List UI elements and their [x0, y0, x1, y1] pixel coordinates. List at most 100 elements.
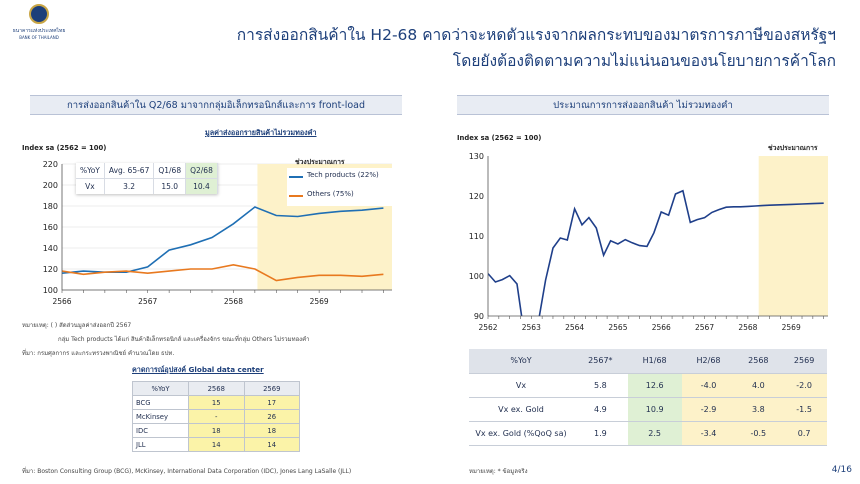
gdc-table: %YoY 2568 2569 BCG 15 17 McKinsey - 26 I… [132, 381, 300, 452]
left-source: ที่มา: กรมศุลกากร และกระทรวงพาณิชย์ คำนว… [22, 350, 175, 357]
table-row: Vx ex. Gold (%QoQ sa) 1.9 2.5 -3.4 -0.5 … [469, 421, 827, 446]
forecast-cell: -1.5 [781, 397, 827, 422]
forecast-row-label: Vx [469, 373, 573, 398]
forecast-table: %YoY 2567* H1/68 H2/68 2568 2569 Vx 5.8 … [469, 349, 827, 446]
forecast-cell: 0.7 [781, 421, 827, 446]
forecast-cell: 2.5 [627, 421, 682, 446]
x-tick-label: 2566 [52, 297, 71, 306]
vx-cell: Vx [76, 178, 105, 194]
gdc-header: %YoY [132, 381, 189, 396]
x-tick-label: 2562 [478, 323, 497, 332]
gdc-cell: 26 [243, 409, 300, 424]
x-tick-label: 2568 [738, 323, 757, 332]
gdc-cell: 17 [243, 395, 300, 410]
right-note: หมายเหตุ: * ข้อมูลจริง [469, 468, 528, 475]
y-tick-label: 180 [43, 202, 58, 211]
gdc-header: 2568 [188, 381, 245, 396]
right-chart-lines [488, 189, 824, 316]
legend-label-tech: Tech products (22%) [307, 171, 379, 179]
page-title-line1: การส่งออกสินค้าใน H2-68 คาดว่าจะหดตัวแรง… [236, 26, 836, 44]
forecast-cell: 4.9 [573, 397, 628, 422]
page-title-line2: โดยยังต้องติดตามความไม่แน่นอนของนโยบายกา… [452, 52, 836, 70]
table-row: JLL 14 14 [132, 437, 300, 452]
table-row: Vx ex. Gold 4.9 10.9 -2.9 3.8 -1.5 [469, 397, 827, 422]
forecast-cell: 12.6 [627, 373, 682, 398]
gdc-cell: 15 [188, 395, 245, 410]
gdc-row-label: IDC [132, 423, 189, 438]
forecast-row-label: Vx ex. Gold (%QoQ sa) [469, 421, 573, 446]
x-tick-label: 2568 [224, 297, 243, 306]
gdc-header: 2569 [243, 381, 300, 396]
left-chart-unit: Index sa (2562 = 100) [22, 144, 107, 152]
x-tick-label: 2565 [608, 323, 627, 332]
forecast-cell: -3.4 [681, 421, 736, 446]
gdc-cell: 14 [188, 437, 245, 452]
gdc-cell: 14 [243, 437, 300, 452]
vx-cell: 15.0 [153, 178, 187, 194]
right-chart-forecast-area [758, 156, 828, 316]
y-tick-label: 200 [43, 181, 58, 190]
gdc-row-label: JLL [132, 437, 189, 452]
right-chart: 90 100 110 120 130 2562 2563 2564 2565 2566 2567 25… [469, 152, 828, 332]
legend-label-others: Others (75%) [307, 190, 354, 198]
x-tick-label: 2567 [695, 323, 714, 332]
y-tick-label: 110 [469, 232, 484, 241]
gdc-cell: 18 [243, 423, 300, 438]
left-chart-lines [62, 206, 384, 282]
gdc-row-label: BCG [132, 395, 189, 410]
y-tick-label: 120 [43, 265, 58, 274]
x-tick-label: 2567 [138, 297, 157, 306]
gdc-row-label: McKinsey [132, 409, 189, 424]
right-forecast-label: ช่วงประมาณการ [768, 144, 818, 152]
table-row: BCG 15 17 [132, 395, 300, 410]
forecast-cell: -2.9 [681, 397, 736, 422]
table-row: IDC 18 18 [132, 423, 300, 438]
left-forecast-label: ช่วงประมาณการ [295, 158, 345, 166]
vx-header: Q1/68 [153, 163, 187, 179]
vx-header: %YoY [76, 163, 105, 179]
y-tick-label: 130 [469, 152, 484, 161]
gdc-cell: 18 [188, 423, 245, 438]
left-legend: Tech products (22%) Others (75%) [287, 168, 397, 206]
series-line-1 [62, 263, 384, 282]
y-tick-label: 90 [474, 312, 484, 321]
x-tick-label: 2564 [565, 323, 584, 332]
gdc-cell: - [188, 409, 245, 424]
logo-line2: BANK OF THAILAND [19, 35, 59, 40]
y-tick-label: 220 [43, 160, 58, 169]
vx-header: Q2/68 [185, 163, 218, 179]
forecast-cell: 3.8 [735, 397, 782, 422]
right-panel-title: ประมาณการการส่งออกสินค้า ไม่รวมทองคำ [457, 95, 829, 115]
right-chart-unit: Index sa (2562 = 100) [457, 134, 542, 142]
forecast-header: 2568 [735, 349, 782, 374]
forecast-cell: -0.5 [735, 421, 782, 446]
forecast-header: H2/68 [681, 349, 736, 374]
series-line-0 [488, 189, 824, 316]
x-tick-label: 2563 [522, 323, 541, 332]
left-note-line2: กลุ่ม Tech products ได้แก่ สินค้าอิเล็กท… [58, 336, 310, 343]
left-panel-title: การส่งออกสินค้าใน Q2/68 มาจากกลุ่มอิเล็ก… [30, 95, 402, 115]
y-tick-label: 140 [43, 244, 58, 253]
forecast-cell: 10.9 [627, 397, 682, 422]
forecast-cell: 4.0 [735, 373, 782, 398]
gdc-title: คาดการณ์อุปสงค์ Global data center [132, 365, 264, 374]
bot-seal-icon [29, 4, 49, 24]
forecast-row-label: Vx ex. Gold [469, 397, 573, 422]
y-tick-label: 100 [43, 286, 58, 295]
page-number: 4/16 [831, 465, 852, 475]
table-row: Vx 5.8 12.6 -4.0 4.0 -2.0 [469, 373, 827, 398]
bot-logo: ธนาคารแห่งประเทศไทย BANK OF THAILAND [6, 4, 72, 44]
left-vx-table: %YoY Avg. 65-67 Q1/68 Q2/68 Vx 3.2 15.0 … [76, 163, 218, 194]
left-chart-axes: 100 120 140 160 180 200 220 2566 2567 2568 2569 [43, 160, 392, 306]
logo-line1: ธนาคารแห่งประเทศไทย [12, 28, 66, 34]
legend-swatch-others [289, 195, 303, 197]
forecast-cell: 1.9 [573, 421, 628, 446]
forecast-header: 2567* [573, 349, 628, 374]
vx-cell: 3.2 [104, 178, 155, 194]
forecast-header: %YoY [469, 349, 573, 374]
x-tick-label: 2566 [652, 323, 671, 332]
y-tick-label: 120 [469, 192, 484, 201]
table-row: McKinsey - 26 [132, 409, 300, 424]
forecast-shade [758, 156, 828, 316]
forecast-header: H1/68 [627, 349, 682, 374]
